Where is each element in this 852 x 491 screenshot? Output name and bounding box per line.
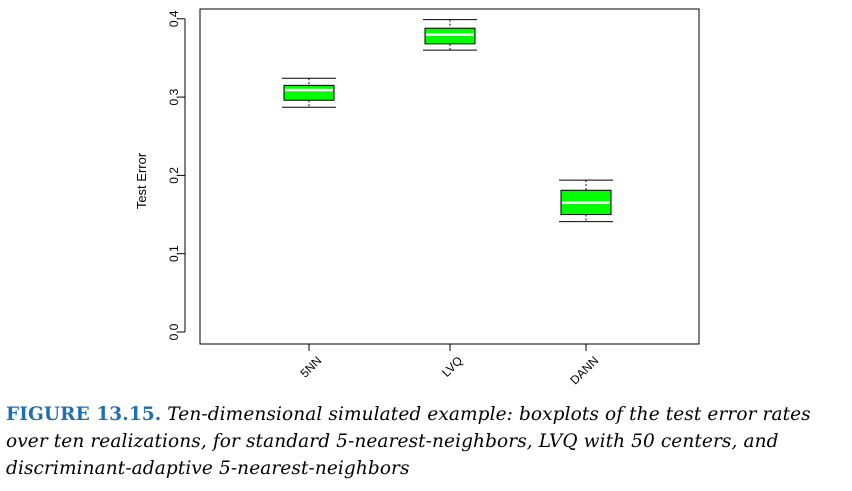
y-tick-label: 0.0: [167, 323, 181, 340]
box-lvq: [423, 19, 477, 51]
x-tick-label: LVQ: [439, 353, 465, 379]
boxplot-chart: 0.0 0.1 0.2 0.3 0.4 5NN LVQ DANN Test Error: [134, 8, 700, 387]
x-tick-label: 5NN: [297, 353, 324, 380]
x-tick-label: DANN: [567, 353, 601, 387]
box-dann: [559, 179, 613, 223]
y-tick-label: 0.1: [167, 245, 181, 262]
y-tick-label: 0.3: [167, 88, 181, 105]
box-group: [282, 19, 613, 223]
box-body: [283, 84, 335, 101]
y-axis: 0.0 0.1 0.2 0.3 0.4: [167, 10, 186, 340]
figure-caption: FIGURE 13.15. Ten-dimensional simulated …: [6, 401, 848, 482]
figure-label: FIGURE 13.15.: [6, 404, 162, 425]
y-tick-label: 0.4: [167, 10, 181, 27]
y-axis-label: Test Error: [134, 152, 149, 209]
y-tick-label: 0.2: [167, 167, 181, 184]
plot-frame: [199, 8, 700, 345]
figure-caption-text: Ten-dimensional simulated example: boxpl…: [6, 404, 811, 479]
box-5nn: [282, 77, 336, 108]
x-axis: 5NN LVQ DANN: [297, 343, 601, 387]
box-body: [424, 27, 476, 45]
